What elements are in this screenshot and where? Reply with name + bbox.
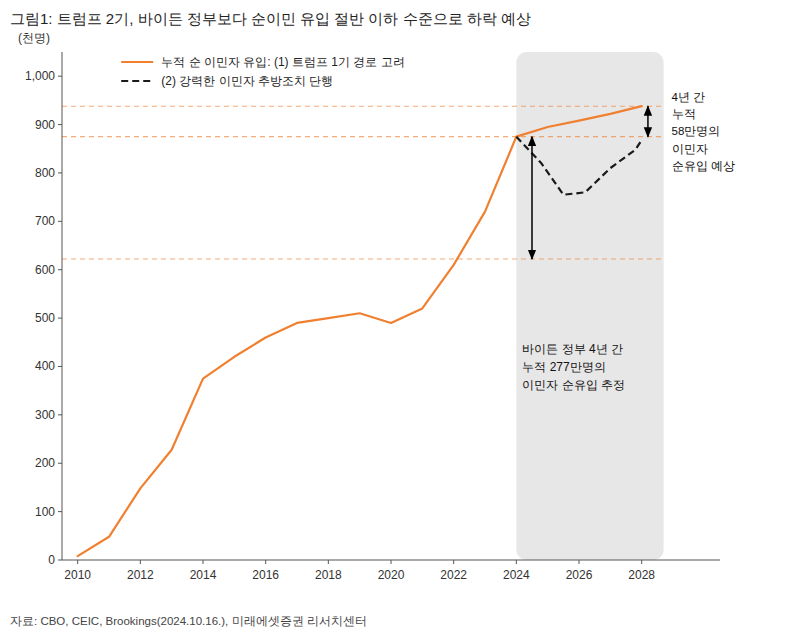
- annotation-line: 누적: [672, 108, 696, 120]
- chart: 그림1: 트럼프 2기, 바이든 정부보다 순이민 유입 절반 이하 수준으로 …: [0, 0, 808, 635]
- title: 그림1: 트럼프 2기, 바이든 정부보다 순이민 유입 절반 이하 수준으로 …: [10, 10, 531, 27]
- y-tick-label: 600: [35, 263, 55, 277]
- x-tick: [453, 560, 454, 564]
- y-tick: [58, 366, 62, 367]
- x-tick-label: 2024: [503, 568, 530, 582]
- x-tick: [140, 560, 141, 564]
- annotation-line: 순유입 예상: [672, 160, 735, 172]
- y-tick-label: 100: [35, 505, 55, 519]
- y-tick-label: 1,000: [25, 69, 55, 83]
- reference-line: [62, 136, 664, 137]
- y-tick: [58, 463, 62, 464]
- annotation: 바이든 정부 4년 간누적 277만명의이민자 순유입 추정: [522, 342, 625, 392]
- source: 자료: CBO, CEIC, Brookings(2024.10.16.), 미…: [10, 615, 367, 627]
- y-tick-label: 400: [35, 359, 55, 373]
- legend-label: 누적 순 이민자 유입: (1) 트럼프 1기 경로 고려: [161, 55, 404, 69]
- y-tick-label: 200: [35, 456, 55, 470]
- y-tick-label: 800: [35, 166, 55, 180]
- x-tick: [265, 560, 266, 564]
- x-tick: [203, 560, 204, 564]
- annotation-line: 바이든 정부 4년 간: [522, 342, 623, 356]
- annotation-line: 누적 277만명의: [522, 360, 605, 374]
- arrow: [647, 106, 649, 136]
- x-tick: [391, 560, 392, 564]
- annotation: 4년 간누적 58만명의이민자순유입 예상: [672, 91, 735, 172]
- legend-swatch: [121, 61, 153, 63]
- x-tick-label: 2026: [566, 568, 593, 582]
- y-tick: [58, 318, 62, 319]
- series-line: [516, 137, 641, 195]
- series-line: [78, 106, 642, 556]
- y-axis-label: (천명): [18, 31, 50, 45]
- y-tick: [58, 172, 62, 173]
- y-tick-label: 300: [35, 408, 55, 422]
- x-tick-label: 2022: [440, 568, 467, 582]
- annotation-line: 58만명의: [672, 125, 721, 137]
- axes: 0 100 200 300 400 500 600 700 800 900 1,000 2010 201…: [25, 52, 720, 582]
- y-tick: [58, 221, 62, 222]
- x-tick-label: 2016: [252, 568, 279, 582]
- x-tick-label: 2018: [315, 568, 342, 582]
- plot-area: [62, 52, 664, 560]
- legend: 누적 순 이민자 유입: (1) 트럼프 1기 경로 고려 (2) 강력한 이민자…: [121, 55, 404, 88]
- y-tick-label: 900: [35, 118, 55, 132]
- x-tick-label: 2014: [190, 568, 217, 582]
- x-tick-label: 2012: [127, 568, 154, 582]
- x-tick: [77, 560, 78, 564]
- y-tick-label: 700: [35, 214, 55, 228]
- x-tick: [641, 560, 642, 564]
- annotation-line: 이민자 순유입 추정: [522, 378, 625, 392]
- y-tick: [58, 560, 62, 561]
- annotation-line: 4년 간: [672, 91, 706, 103]
- x-tick-label: 2020: [378, 568, 405, 582]
- x-tick: [579, 560, 580, 564]
- x-tick: [516, 560, 517, 564]
- y-tick: [58, 269, 62, 270]
- y-tick: [58, 414, 62, 415]
- legend-label: (2) 강력한 이민자 추방조치 단행: [161, 74, 333, 88]
- annotation-line: 이민자: [672, 143, 708, 155]
- y-tick: [58, 511, 62, 512]
- shaded-range: [516, 52, 663, 560]
- legend-swatch: [121, 80, 153, 82]
- y-tick-label: 0: [48, 553, 55, 567]
- x-tick-label: 2010: [64, 568, 91, 582]
- y-tick: [58, 76, 62, 77]
- reference-line: [62, 106, 664, 107]
- y-axis-line: [62, 52, 63, 560]
- y-tick: [58, 124, 62, 125]
- arrow: [531, 137, 533, 259]
- x-tick-label: 2028: [628, 568, 655, 582]
- x-tick: [328, 560, 329, 564]
- reference-line: [62, 259, 664, 260]
- y-tick-label: 500: [35, 311, 55, 325]
